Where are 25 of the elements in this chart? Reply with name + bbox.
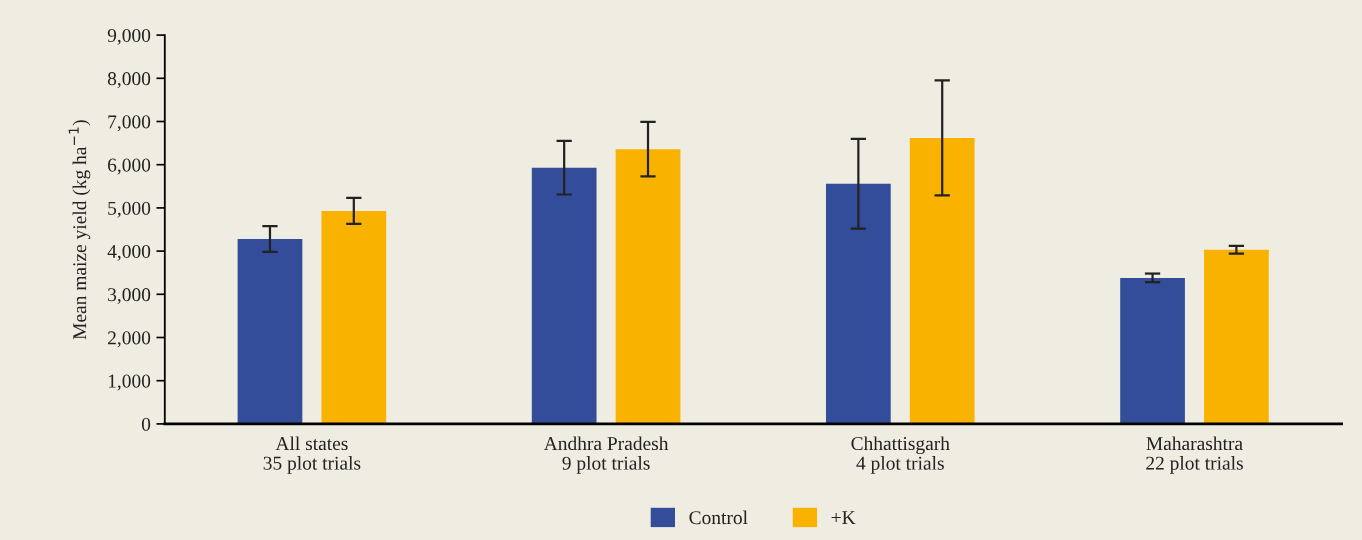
bar — [321, 210, 387, 424]
bar — [237, 239, 303, 424]
y-tick-label: 7,000 — [108, 115, 151, 132]
x-tick-label: All states 35 plot trials — [263, 436, 361, 474]
y-tick-label: 4,000 — [107, 244, 151, 261]
y-tick-label: 2,000 — [108, 331, 151, 348]
y-tick-label: 8,000 — [107, 72, 151, 89]
y-axis-title: Mean maize yield (kg ha$^{−1}$) — [68, 120, 91, 340]
bar — [1204, 249, 1269, 424]
legend-label: Control — [689, 510, 748, 525]
bar — [909, 137, 975, 424]
y-tick-label: 1,000 — [108, 374, 151, 391]
y-tick-label: 0 — [141, 417, 151, 431]
x-tick-label: Maharashtra 22 plot trials — [1146, 436, 1243, 474]
legend-label: +K — [831, 511, 856, 525]
bar — [531, 167, 597, 424]
y-tick-label: 5,000 — [108, 201, 151, 218]
bar — [826, 183, 891, 424]
y-tick-label: 9,000 — [107, 28, 151, 45]
y-tick-label: 3,000 — [108, 288, 151, 305]
y-tick-label: 6,000 — [108, 158, 151, 175]
x-tick-label: Chhattisgarh 4 plot trials — [851, 436, 950, 474]
x-tick-label: Andhra Pradesh 9 plot trials — [543, 436, 669, 474]
bar — [615, 149, 681, 424]
bar — [1120, 277, 1185, 424]
